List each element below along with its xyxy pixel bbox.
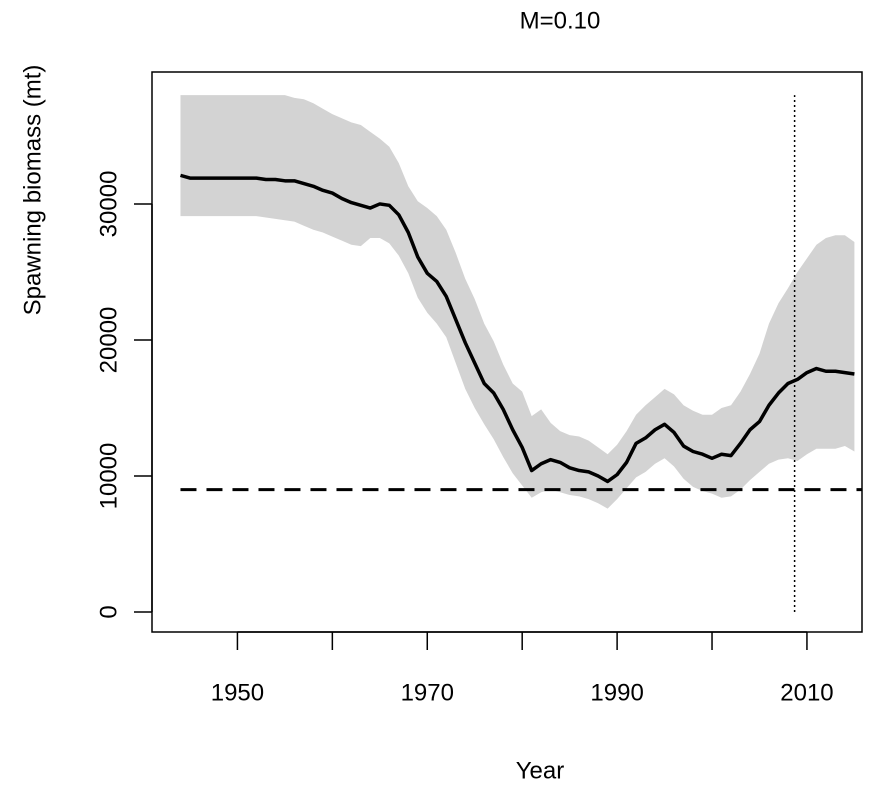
y-axis-label: Spawning biomass (mt)	[19, 65, 46, 316]
y-tick-label: 30000	[95, 171, 122, 238]
x-tick-label: 2010	[780, 679, 833, 706]
y-tick-label: 20000	[95, 307, 122, 374]
confidence-band	[180, 95, 855, 509]
x-tick-label: 1950	[211, 679, 264, 706]
x-tick-label: 1970	[401, 679, 454, 706]
y-tick-label: 0	[95, 605, 122, 618]
x-axis-label: Year	[516, 757, 565, 784]
data-line	[179, 173, 855, 484]
chart-title: M=0.10	[520, 7, 601, 34]
y-tick-label: 10000	[95, 443, 122, 510]
x-tick-label: 1990	[590, 679, 643, 706]
